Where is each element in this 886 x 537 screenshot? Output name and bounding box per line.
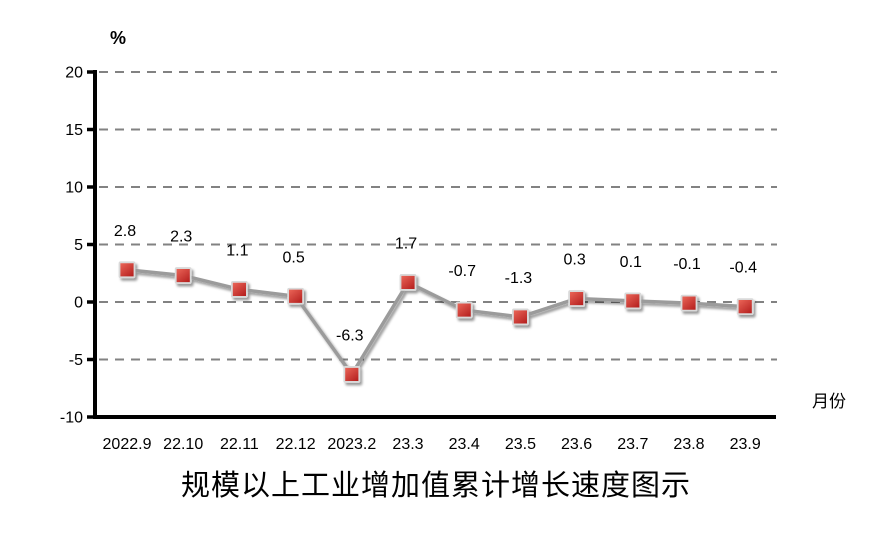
data-point-label: 2.3 (170, 229, 192, 246)
series-line (126, 268, 746, 377)
data-point-label: -0.4 (729, 260, 757, 277)
data-point-marker (680, 294, 698, 312)
data-point-marker (624, 292, 642, 310)
data-point-label: -0.1 (673, 256, 701, 273)
x-axis-tick-label: 23.5 (505, 436, 536, 453)
x-axis-tick-label: 23.4 (449, 436, 480, 453)
data-point-marker (230, 280, 248, 298)
data-point-label: -0.7 (448, 263, 476, 280)
data-point-marker (736, 298, 754, 316)
data-point-marker (568, 290, 585, 307)
y-axis-tick-label: 5 (74, 237, 83, 254)
y-axis-tick-label: -5 (69, 352, 83, 369)
data-point-marker (118, 261, 136, 279)
data-point-marker (287, 287, 305, 305)
data-point-label: 0.5 (282, 249, 304, 266)
data-point-label: -6.3 (336, 327, 364, 344)
data-point-label: 0.3 (563, 252, 585, 269)
x-axis-tick-label: 22.10 (163, 436, 203, 453)
data-point-marker (343, 366, 361, 383)
x-axis-title: 月份 (812, 392, 846, 411)
y-axis-tick-label: 20 (65, 65, 83, 82)
data-point-label: -1.3 (505, 270, 533, 287)
data-point-label: 1.1 (226, 242, 248, 259)
data-series (118, 261, 754, 383)
y-axis-tick-label: 0 (74, 295, 83, 312)
chart-title: 规模以上工业增加值累计增长速度图示 (180, 470, 691, 502)
y-axis-tick-label: 10 (65, 180, 83, 197)
x-axis-tick-label: 23.8 (673, 436, 704, 453)
x-axis-tick-label: 23.9 (730, 436, 761, 453)
y-axis-tick-label: -10 (60, 410, 83, 427)
x-axis-tick-label: 2023.2 (327, 436, 376, 453)
data-point-label: 2.8 (114, 223, 136, 240)
data-point-marker (399, 274, 417, 291)
x-axis-tick-label: 2022.9 (103, 436, 152, 453)
y-axis-unit-label: % (110, 28, 127, 48)
x-axis-tick-label: 23.7 (617, 436, 648, 453)
x-axis-tick-label: 23.3 (392, 436, 423, 453)
x-axis-tick-label: 22.12 (276, 436, 316, 453)
y-axis-tick-label: 15 (65, 122, 83, 139)
x-axis-tick-label: 23.6 (561, 436, 592, 453)
data-point-marker (174, 267, 192, 284)
data-point-label: 0.1 (620, 254, 642, 271)
data-point-marker (512, 308, 529, 326)
x-axis-tick-label: 22.11 (220, 436, 259, 453)
data-point-label: 1.7 (395, 235, 417, 252)
data-point-marker (455, 301, 473, 319)
